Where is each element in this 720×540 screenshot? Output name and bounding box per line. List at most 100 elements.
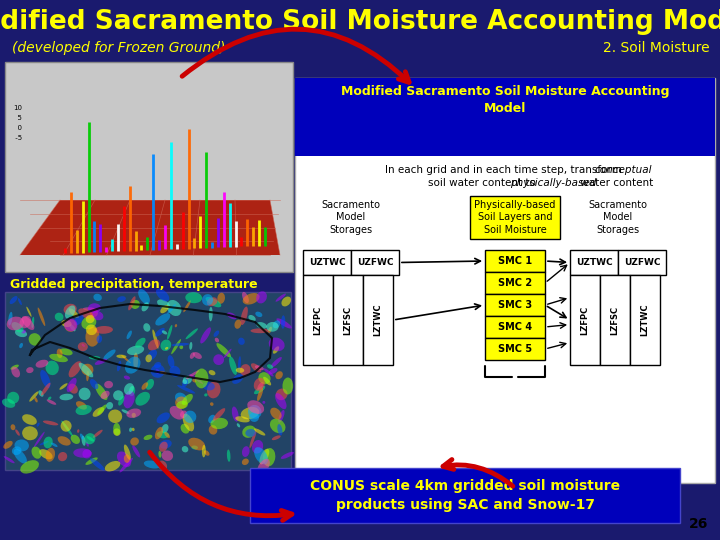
Ellipse shape [81, 343, 85, 347]
Text: 26: 26 [688, 517, 708, 531]
Ellipse shape [106, 402, 113, 409]
Ellipse shape [38, 390, 43, 397]
Ellipse shape [60, 420, 71, 431]
Ellipse shape [254, 386, 265, 394]
Ellipse shape [273, 346, 279, 354]
Ellipse shape [86, 441, 89, 447]
Ellipse shape [259, 449, 269, 464]
Ellipse shape [281, 315, 285, 329]
Ellipse shape [15, 429, 20, 436]
Ellipse shape [108, 409, 122, 423]
Ellipse shape [167, 304, 176, 314]
Ellipse shape [48, 396, 51, 400]
Text: UZFWC: UZFWC [356, 258, 393, 267]
Ellipse shape [256, 312, 262, 317]
Ellipse shape [89, 308, 98, 317]
Ellipse shape [117, 361, 121, 372]
Ellipse shape [144, 461, 161, 469]
Ellipse shape [227, 313, 237, 319]
Bar [295, 78, 715, 156]
Ellipse shape [145, 379, 154, 390]
Ellipse shape [142, 382, 148, 390]
Ellipse shape [37, 307, 45, 326]
Ellipse shape [94, 294, 102, 301]
Ellipse shape [282, 296, 291, 306]
Ellipse shape [240, 307, 248, 325]
Ellipse shape [235, 320, 241, 329]
Ellipse shape [252, 440, 264, 454]
Ellipse shape [122, 409, 130, 414]
Ellipse shape [186, 370, 199, 379]
Ellipse shape [208, 415, 215, 423]
Ellipse shape [18, 298, 22, 305]
Ellipse shape [117, 296, 126, 302]
Text: LZFSC: LZFSC [611, 306, 619, 335]
Ellipse shape [188, 438, 205, 450]
Bar [333, 275, 363, 365]
Ellipse shape [254, 447, 268, 464]
Ellipse shape [217, 293, 225, 304]
Ellipse shape [78, 388, 91, 400]
Ellipse shape [143, 435, 153, 440]
Ellipse shape [164, 432, 170, 438]
Ellipse shape [277, 424, 282, 435]
Ellipse shape [267, 364, 273, 369]
Ellipse shape [155, 328, 165, 336]
Bar [485, 316, 545, 338]
Ellipse shape [77, 429, 79, 433]
Ellipse shape [154, 362, 161, 368]
Ellipse shape [130, 437, 139, 446]
Ellipse shape [160, 440, 172, 449]
Ellipse shape [129, 428, 132, 432]
Ellipse shape [156, 369, 160, 374]
Bar [303, 250, 351, 275]
Ellipse shape [169, 366, 181, 377]
Ellipse shape [186, 328, 198, 339]
Ellipse shape [70, 325, 76, 332]
Ellipse shape [80, 434, 84, 440]
Ellipse shape [113, 390, 123, 401]
Ellipse shape [238, 338, 245, 345]
Ellipse shape [6, 316, 24, 330]
Ellipse shape [90, 458, 104, 470]
Text: SMC 1: SMC 1 [498, 256, 532, 266]
Ellipse shape [262, 401, 265, 404]
Ellipse shape [11, 364, 19, 370]
Ellipse shape [249, 412, 259, 422]
Ellipse shape [58, 452, 67, 461]
Ellipse shape [206, 297, 221, 307]
Ellipse shape [127, 330, 132, 339]
Ellipse shape [93, 430, 103, 438]
Ellipse shape [185, 292, 202, 303]
Ellipse shape [242, 426, 256, 438]
Ellipse shape [104, 349, 116, 360]
Ellipse shape [192, 446, 198, 449]
Ellipse shape [181, 424, 189, 434]
Ellipse shape [268, 327, 272, 333]
Ellipse shape [135, 338, 145, 348]
Ellipse shape [238, 356, 241, 370]
Ellipse shape [161, 424, 168, 433]
Ellipse shape [124, 383, 134, 395]
Ellipse shape [251, 328, 269, 333]
Ellipse shape [200, 327, 211, 343]
Ellipse shape [86, 327, 99, 347]
Ellipse shape [278, 410, 284, 423]
Bar [363, 275, 393, 365]
Ellipse shape [133, 353, 138, 369]
Ellipse shape [223, 349, 232, 358]
Ellipse shape [86, 315, 94, 323]
Ellipse shape [182, 380, 187, 384]
Text: UZTWC: UZTWC [576, 258, 612, 267]
Ellipse shape [43, 421, 58, 426]
Ellipse shape [97, 404, 107, 415]
Ellipse shape [183, 414, 194, 431]
Ellipse shape [257, 382, 264, 390]
Text: soil water content to: soil water content to [428, 178, 542, 188]
Polygon shape [20, 200, 280, 255]
Ellipse shape [131, 300, 140, 309]
Bar [618, 250, 666, 275]
Ellipse shape [138, 289, 150, 304]
Ellipse shape [165, 347, 168, 350]
Ellipse shape [270, 418, 286, 433]
